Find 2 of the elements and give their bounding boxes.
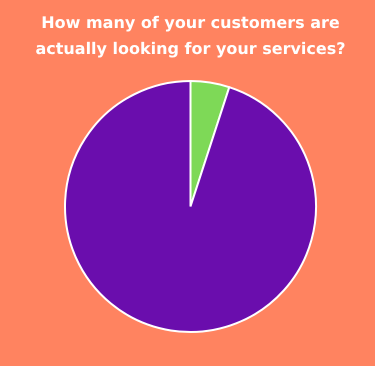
chart-title: How many of your customers are actually looking for your services? xyxy=(35,13,346,58)
pie-slice xyxy=(64,80,317,333)
